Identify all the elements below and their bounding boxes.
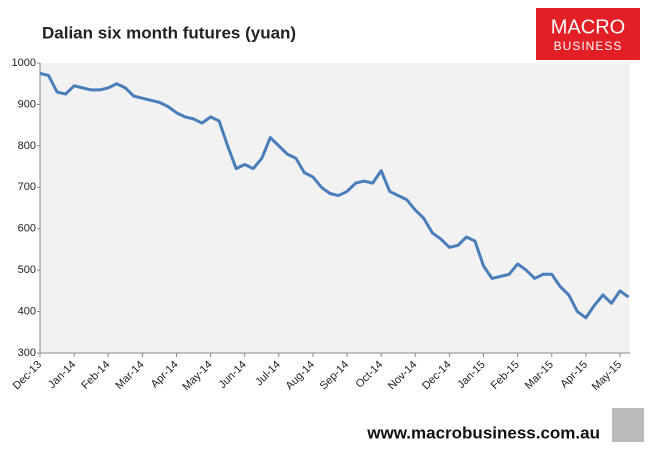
x-tick-label: Mar-14 xyxy=(113,359,146,392)
y-tick-label: 1000 xyxy=(12,57,36,69)
data-line xyxy=(39,71,630,320)
x-tick-label: Jul-14 xyxy=(253,359,283,389)
x-tick-label: Jun-14 xyxy=(217,359,249,391)
chart-title: Dalian six month futures (yuan) xyxy=(42,23,296,42)
x-tick-label: May-14 xyxy=(180,359,214,393)
logo-text: MACRO xyxy=(551,16,625,38)
logo-icon xyxy=(612,408,644,442)
x-tick-label: Dec-14 xyxy=(420,359,454,393)
logo-box xyxy=(536,8,640,60)
x-tick-label: May-15 xyxy=(590,359,624,393)
x-tick-label: Jan-15 xyxy=(455,359,487,391)
y-tick-label: 900 xyxy=(18,98,36,110)
x-tick-label: Nov-14 xyxy=(386,359,420,393)
y-tick-label: 500 xyxy=(18,264,36,276)
x-tick-label: Dec-13 xyxy=(11,359,45,393)
x-tick-label: Apr-15 xyxy=(558,359,590,391)
x-tick-label: Sep-14 xyxy=(318,359,352,393)
y-tick-label: 700 xyxy=(18,181,36,193)
x-tick-label: Jan-14 xyxy=(46,359,78,391)
y-tick-label: 600 xyxy=(18,223,36,235)
footer: www.macrobusiness.com.au xyxy=(366,423,600,442)
x-tick-label: Oct-14 xyxy=(354,359,386,391)
logo-text: BUSINESS xyxy=(554,39,623,53)
x-tick-label: Feb-15 xyxy=(489,359,522,392)
x-tick-label: Aug-14 xyxy=(284,359,318,393)
x-tick-label: Feb-14 xyxy=(79,359,112,392)
y-tick-label: 800 xyxy=(18,140,36,152)
plot-area xyxy=(40,63,630,353)
x-tick-label: Mar-15 xyxy=(523,359,556,392)
y-tick-label: 400 xyxy=(18,305,36,317)
x-tick-label: Apr-14 xyxy=(149,359,181,391)
y-tick-label: 300 xyxy=(18,347,36,359)
